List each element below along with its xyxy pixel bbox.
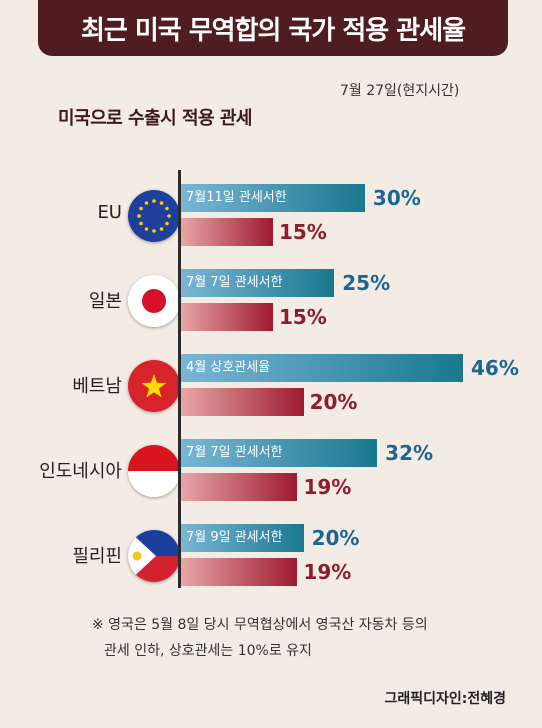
bar-tariff-initial — [181, 439, 378, 467]
japan-flag-icon — [128, 275, 180, 327]
footnote-line-1: ※ 영국은 5월 8일 당시 무역협상에서 영국산 자동차 등의 — [92, 617, 428, 633]
bar-tariff-agreed — [181, 388, 304, 416]
bar-tariff-initial — [181, 524, 304, 552]
data-label-initial: 46% — [471, 356, 519, 380]
data-label-initial: 25% — [342, 271, 391, 295]
data-label-agreed: 15% — [278, 305, 327, 329]
chart-subtitle: 미국으로 수출시 적용 관세 — [58, 108, 252, 129]
eu-flag-icon — [128, 190, 180, 242]
country-label: EU — [97, 202, 122, 223]
data-label-agreed: 15% — [278, 220, 327, 244]
bar-tariff-initial — [181, 269, 335, 297]
country-label: 인도네시아 — [39, 461, 122, 482]
title-banner: 최근 미국 무역합의 국가 적용 관세율 — [38, 0, 508, 56]
philippines-flag-icon — [128, 530, 180, 582]
data-label-initial: 32% — [385, 441, 434, 465]
bar-note-label: 7월 9일 관세서한 — [186, 530, 283, 545]
footnote: ※ 영국은 5월 8일 당시 무역협상에서 영국산 자동차 등의 관세 인하, … — [92, 612, 522, 664]
bar-note-label: 4월 상호관세율 — [186, 360, 271, 375]
bar-tariff-agreed — [181, 303, 273, 331]
bar-tariff-agreed — [181, 218, 273, 246]
footnote-line-2: 관세 인하, 상호관세는 10%로 유지 — [104, 643, 312, 659]
data-label-agreed: 19% — [303, 475, 352, 499]
country-label: 필리핀 — [72, 546, 122, 567]
category-axis-line — [178, 170, 181, 588]
data-label-initial: 20% — [311, 526, 360, 550]
date-label: 7월 27일(현지시간) — [340, 83, 460, 99]
data-label-initial: 30% — [372, 186, 421, 210]
bar-note-label: 7월11일 관세서한 — [186, 190, 287, 205]
data-label-agreed: 19% — [303, 560, 352, 584]
country-label: 베트남 — [72, 376, 122, 397]
bar-note-label: 7월 7일 관세서한 — [186, 445, 283, 460]
bar-tariff-agreed — [181, 473, 298, 501]
chart-title: 최근 미국 무역합의 국가 적용 관세율 — [80, 15, 466, 46]
bar-tariff-initial — [181, 184, 365, 212]
bar-tariff-initial — [181, 354, 463, 382]
vietnam-flag-icon — [128, 360, 180, 412]
bar-tariff-agreed — [181, 558, 298, 586]
indonesia-flag-icon — [128, 445, 180, 497]
country-label: 일본 — [88, 291, 122, 312]
bar-note-label: 7월 7일 관세서한 — [186, 275, 283, 290]
data-label-agreed: 20% — [309, 390, 358, 414]
graphic-credit: 그래픽디자인:전혜경 — [384, 691, 506, 707]
